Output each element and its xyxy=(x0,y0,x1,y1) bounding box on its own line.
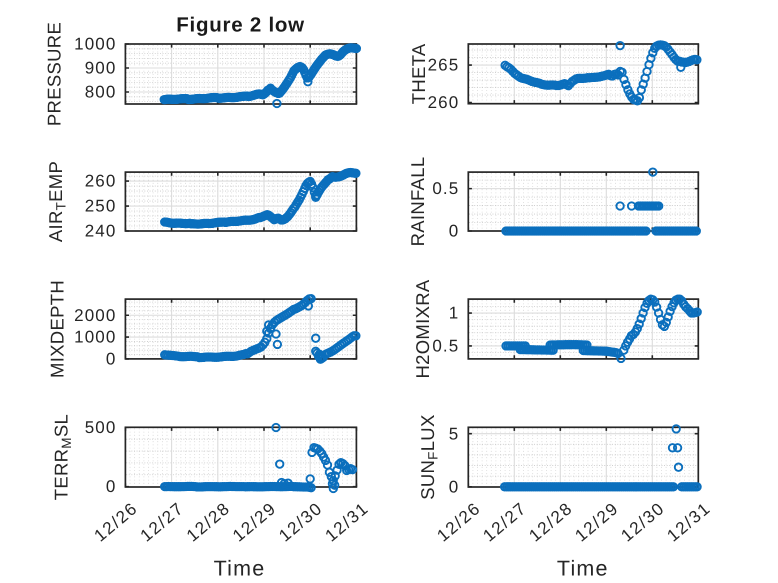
svg-text:265: 265 xyxy=(428,56,460,75)
svg-text:0: 0 xyxy=(449,477,460,496)
svg-text:250: 250 xyxy=(85,197,117,216)
svg-text:THETA: THETA xyxy=(408,43,429,104)
svg-text:Figure 2 low: Figure 2 low xyxy=(176,13,305,36)
svg-text:H2OMIXRA: H2OMIXRA xyxy=(412,279,433,378)
svg-text:1: 1 xyxy=(449,304,460,323)
svg-text:2000: 2000 xyxy=(74,306,116,325)
svg-text:0.5: 0.5 xyxy=(432,179,459,198)
svg-text:260: 260 xyxy=(428,93,460,112)
svg-text:800: 800 xyxy=(85,83,117,102)
svg-text:0.5: 0.5 xyxy=(432,337,459,356)
svg-text:1000: 1000 xyxy=(74,328,116,347)
svg-text:0: 0 xyxy=(449,222,460,241)
svg-text:500: 500 xyxy=(85,418,117,437)
svg-text:240: 240 xyxy=(85,222,117,241)
svg-text:0: 0 xyxy=(106,477,117,496)
svg-text:AIRTEMP: AIRTEMP xyxy=(45,161,69,242)
svg-text:900: 900 xyxy=(85,59,117,78)
svg-text:SUNFLUX: SUNFLUX xyxy=(417,414,441,499)
svg-text:1000: 1000 xyxy=(74,35,116,54)
svg-text:MIXDEPTH: MIXDEPTH xyxy=(46,280,67,378)
svg-text:5: 5 xyxy=(449,424,460,443)
svg-text:Time: Time xyxy=(557,557,609,581)
svg-text:TERRMSL: TERRMSL xyxy=(50,414,74,500)
svg-text:PRESSURE: PRESSURE xyxy=(43,22,64,126)
svg-text:260: 260 xyxy=(85,172,117,191)
svg-text:0: 0 xyxy=(106,350,117,369)
svg-text:Time: Time xyxy=(214,557,266,581)
svg-text:RAINFALL: RAINFALL xyxy=(407,157,428,247)
